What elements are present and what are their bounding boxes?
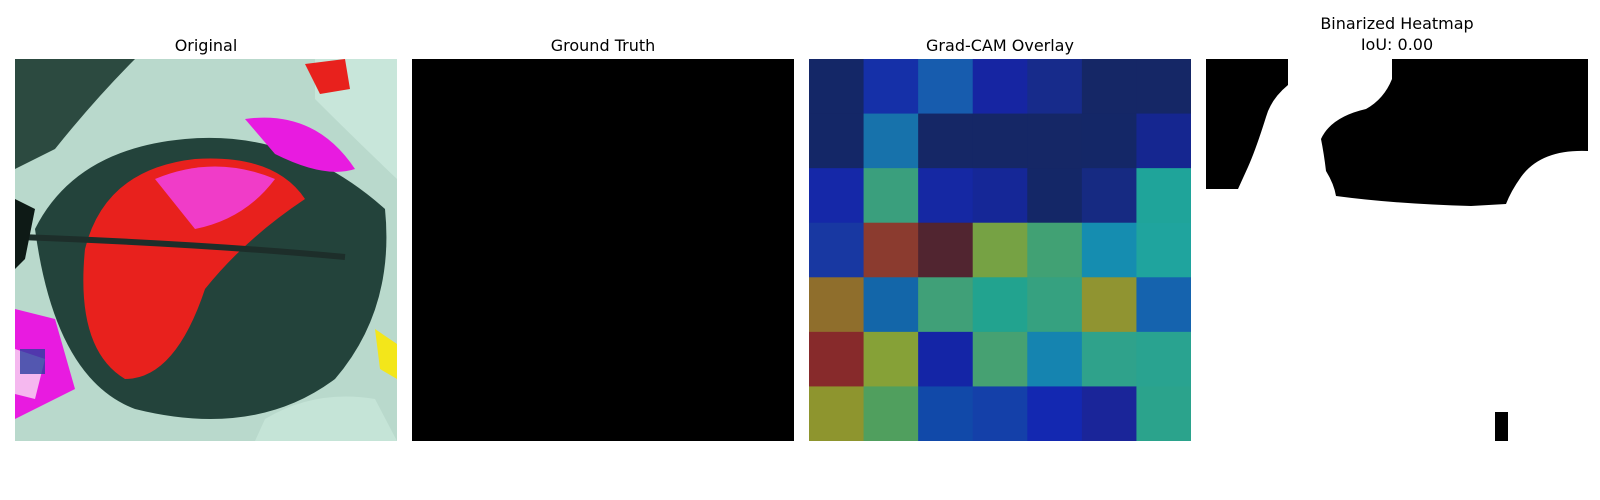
gradcam-cell (972, 222, 1028, 278)
gradcam-cell (863, 277, 919, 333)
mask-region-left (1206, 59, 1288, 189)
gradcam-cell (1136, 113, 1191, 169)
original-title: Original (174, 36, 238, 55)
ground-truth-black-fill (412, 59, 794, 441)
gradcam-cell (809, 168, 865, 224)
gradcam-cell (809, 277, 865, 333)
gradcam-cell (1081, 277, 1137, 333)
original-leaf-svg (15, 59, 397, 441)
gradcam-cell (972, 386, 1028, 441)
gradcam-cell (1027, 222, 1083, 278)
ground-truth-title: Ground Truth (550, 36, 656, 55)
gradcam-cell (1136, 222, 1191, 278)
gradcam-grid-svg (809, 59, 1191, 441)
gradcam-cell (863, 59, 919, 115)
gradcam-cell (1136, 168, 1191, 224)
gradcam-cell (1136, 59, 1191, 115)
gradcam-cell (1027, 277, 1083, 333)
gradcam-cell (972, 59, 1028, 115)
iou-score: IoU: 0.00 (1360, 35, 1434, 54)
gradcam-cell (1136, 331, 1191, 387)
gradcam-cell (1081, 113, 1137, 169)
gradcam-cell (863, 386, 919, 441)
gradcam-cell (918, 386, 974, 441)
gradcam-cell (1027, 113, 1083, 169)
gradcam-cell (809, 386, 865, 441)
gradcam-cell (1027, 59, 1083, 115)
gradcam-cell (1081, 331, 1137, 387)
gradcam-cell (1027, 386, 1083, 441)
gradcam-cell (1027, 331, 1083, 387)
gradcam-cell (1081, 222, 1137, 278)
gradcam-cell (972, 113, 1028, 169)
gradcam-cell (918, 222, 974, 278)
binarized-mask-svg (1206, 59, 1588, 441)
gradcam-cell (863, 168, 919, 224)
mask-region-small (1495, 412, 1508, 441)
gradcam-cell (1136, 277, 1191, 333)
gradcam-cell (809, 113, 865, 169)
mask-region-right (1321, 59, 1588, 206)
gradcam-cell (972, 168, 1028, 224)
gradcam-overlay (809, 59, 1191, 441)
gradcam-cell (863, 331, 919, 387)
gradcam-cell (1081, 168, 1137, 224)
gradcam-cell (972, 331, 1028, 387)
gradcam-cell (863, 113, 919, 169)
gradcam-cell (918, 168, 974, 224)
gradcam-cell (1081, 59, 1137, 115)
gradcam-cell (918, 59, 974, 115)
binarized-heatmap-title: Binarized Heatmap IoU: 0.00 (1206, 13, 1588, 55)
gradcam-cell (863, 222, 919, 278)
gradcam-cell (918, 331, 974, 387)
original-image (15, 59, 397, 441)
gradcam-cell (809, 222, 865, 278)
binarized-heatmap-title-text: Binarized Heatmap (1320, 14, 1474, 33)
gradcam-cell (972, 277, 1028, 333)
gradcam-cell (918, 113, 974, 169)
ground-truth-mask (412, 59, 794, 441)
gradcam-overlay-title: Grad-CAM Overlay (926, 36, 1074, 55)
gradcam-cell (918, 277, 974, 333)
gradcam-cell (809, 59, 865, 115)
gradcam-cell (1081, 386, 1137, 441)
gradcam-cell (809, 331, 865, 387)
gradcam-cell (1027, 168, 1083, 224)
binarized-heatmap (1206, 59, 1588, 441)
gradcam-cell (1136, 386, 1191, 441)
